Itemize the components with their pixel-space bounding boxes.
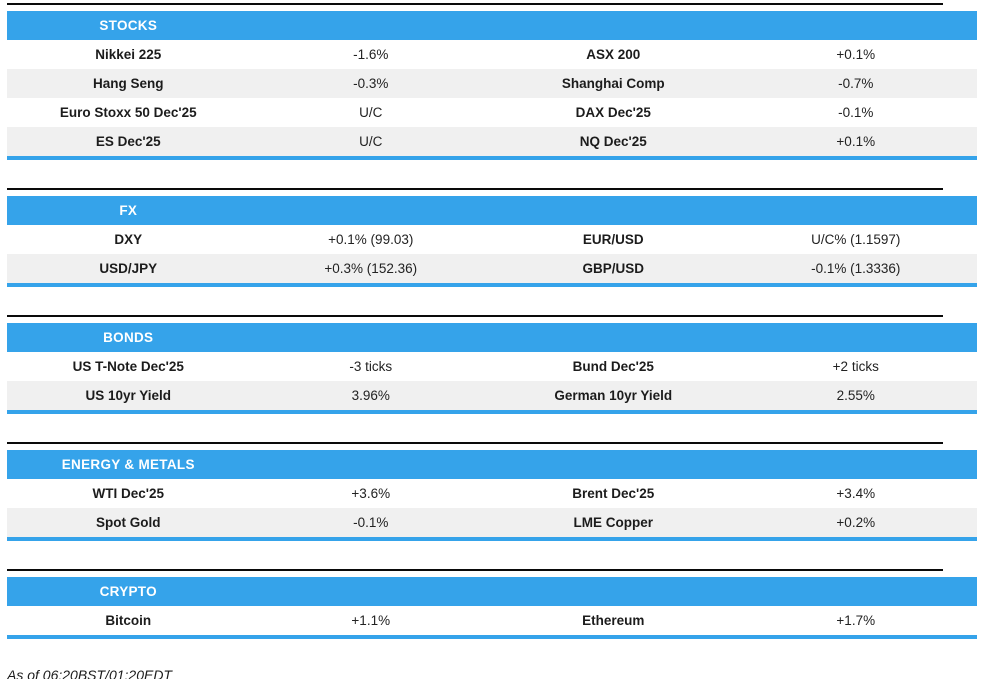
section-header-bar: CRYPTO [7, 577, 977, 606]
section-title: FX [119, 203, 138, 218]
table-row: Bitcoin +1.1% Ethereum +1.7% [7, 606, 977, 635]
table-row: US T-Note Dec'25 -3 ticks Bund Dec'25 +2 ti… [7, 352, 977, 381]
instrument-change: 3.96% [351, 388, 390, 403]
section-energy-metals: ENERGY & METALS WTI Dec'25 +3.6% Brent Dec'… [7, 442, 977, 541]
section-title: ENERGY & METALS [61, 457, 195, 472]
instrument-change: U/C [359, 134, 383, 149]
instrument-change: +0.2% [836, 515, 876, 530]
instrument-change: 2.55% [836, 388, 875, 403]
instrument-name: DXY [114, 232, 143, 247]
instrument-change: +0.1% [836, 134, 876, 149]
instrument-name: US 10yr Yield [85, 388, 172, 403]
table-row: Euro Stoxx 50 Dec'25 U/C DAX Dec'25 -0.1% [7, 98, 977, 127]
instrument-name: German 10yr Yield [554, 388, 673, 403]
instrument-name: GBP/USD [582, 261, 644, 276]
section-rows: Nikkei 225 -1.6% ASX 200 +0.1% Hang Seng -0.3… [7, 40, 977, 160]
instrument-name: Ethereum [582, 613, 645, 628]
section-rows: US T-Note Dec'25 -3 ticks Bund Dec'25 +2 ti… [7, 352, 977, 414]
section-top-rule [7, 315, 943, 317]
section-header-bar: FX [7, 196, 977, 225]
instrument-name: Bitcoin [105, 613, 152, 628]
instrument-name: EUR/USD [582, 232, 644, 247]
instrument-change: -0.1% (1.3336) [811, 261, 901, 276]
as-of-timestamp: As of 06:20BST/01:20EDT [7, 667, 172, 679]
table-row: ES Dec'25 U/C NQ Dec'25 +0.1% [7, 127, 977, 156]
instrument-change: -0.1% [838, 105, 874, 120]
section-rows: WTI Dec'25 +3.6% Brent Dec'25 +3.4% Spot Gol… [7, 479, 977, 541]
section-top-rule [7, 442, 943, 444]
section-top-rule [7, 188, 943, 190]
instrument-name: Spot Gold [96, 515, 161, 530]
instrument-name: USD/JPY [99, 261, 158, 276]
table-row: Spot Gold -0.1% LME Copper +0.2% [7, 508, 977, 537]
instrument-change: +0.1% (99.03) [328, 232, 414, 247]
section-bonds: BONDS US T-Note Dec'25 -3 ticks Bund Dec'25… [7, 315, 977, 414]
instrument-change: -0.1% [353, 515, 389, 530]
instrument-name: Brent Dec'25 [572, 486, 655, 501]
section-title: CRYPTO [99, 584, 157, 599]
market-data-tables: STOCKS Nikkei 225 -1.6% ASX 200 +0.1% Hang Se… [7, 3, 977, 639]
instrument-name: DAX Dec'25 [575, 105, 651, 120]
instrument-change: -0.7% [838, 76, 874, 91]
section-header-bar: STOCKS [7, 11, 977, 40]
section-stocks: STOCKS Nikkei 225 -1.6% ASX 200 +0.1% Hang Se… [7, 3, 977, 160]
instrument-name: Nikkei 225 [95, 47, 162, 62]
table-row: USD/JPY +0.3% (152.36) GBP/USD -0.1% (1.333… [7, 254, 977, 283]
instrument-name: ES Dec'25 [95, 134, 161, 149]
instrument-change: +0.3% (152.36) [324, 261, 418, 276]
section-title: STOCKS [99, 18, 158, 33]
section-rows: Bitcoin +1.1% Ethereum +1.7% [7, 606, 977, 639]
instrument-name: WTI Dec'25 [92, 486, 164, 501]
instrument-change: -1.6% [353, 47, 389, 62]
instrument-name: LME Copper [573, 515, 654, 530]
table-row: WTI Dec'25 +3.6% Brent Dec'25 +3.4% [7, 479, 977, 508]
section-header-bar: ENERGY & METALS [7, 450, 977, 479]
table-row: US 10yr Yield 3.96% German 10yr Yield 2.55% [7, 381, 977, 410]
instrument-change: -3 ticks [349, 359, 393, 374]
instrument-change: +1.7% [836, 613, 876, 628]
table-row: Nikkei 225 -1.6% ASX 200 +0.1% [7, 40, 977, 69]
instrument-change: +1.1% [351, 613, 391, 628]
section-top-rule [7, 569, 943, 571]
section-crypto: CRYPTO Bitcoin +1.1% Ethereum +1.7% [7, 569, 977, 639]
section-header-bar: BONDS [7, 323, 977, 352]
instrument-name: Shanghai Comp [561, 76, 665, 91]
instrument-name: Hang Seng [92, 76, 164, 91]
instrument-name: ASX 200 [586, 47, 641, 62]
instrument-name: Bund Dec'25 [572, 359, 654, 374]
instrument-change: +2 ticks [832, 359, 879, 374]
instrument-name: US T-Note Dec'25 [72, 359, 184, 374]
instrument-change: -0.3% [353, 76, 389, 91]
section-fx: FX DXY +0.1% (99.03) EUR/USD U/C% (1.1597) US… [7, 188, 977, 287]
section-rows: DXY +0.1% (99.03) EUR/USD U/C% (1.1597) USD/… [7, 225, 977, 287]
section-title: BONDS [103, 330, 154, 345]
instrument-change: +0.1% [836, 47, 876, 62]
instrument-change: +3.4% [836, 486, 876, 501]
table-row: DXY +0.1% (99.03) EUR/USD U/C% (1.1597) [7, 225, 977, 254]
instrument-change: U/C% (1.1597) [811, 232, 901, 247]
instrument-name: NQ Dec'25 [579, 134, 647, 149]
instrument-change: +3.6% [351, 486, 391, 501]
instrument-name: Euro Stoxx 50 Dec'25 [59, 105, 197, 120]
instrument-change: U/C [359, 105, 383, 120]
table-row: Hang Seng -0.3% Shanghai Comp -0.7% [7, 69, 977, 98]
section-top-rule [7, 3, 943, 5]
